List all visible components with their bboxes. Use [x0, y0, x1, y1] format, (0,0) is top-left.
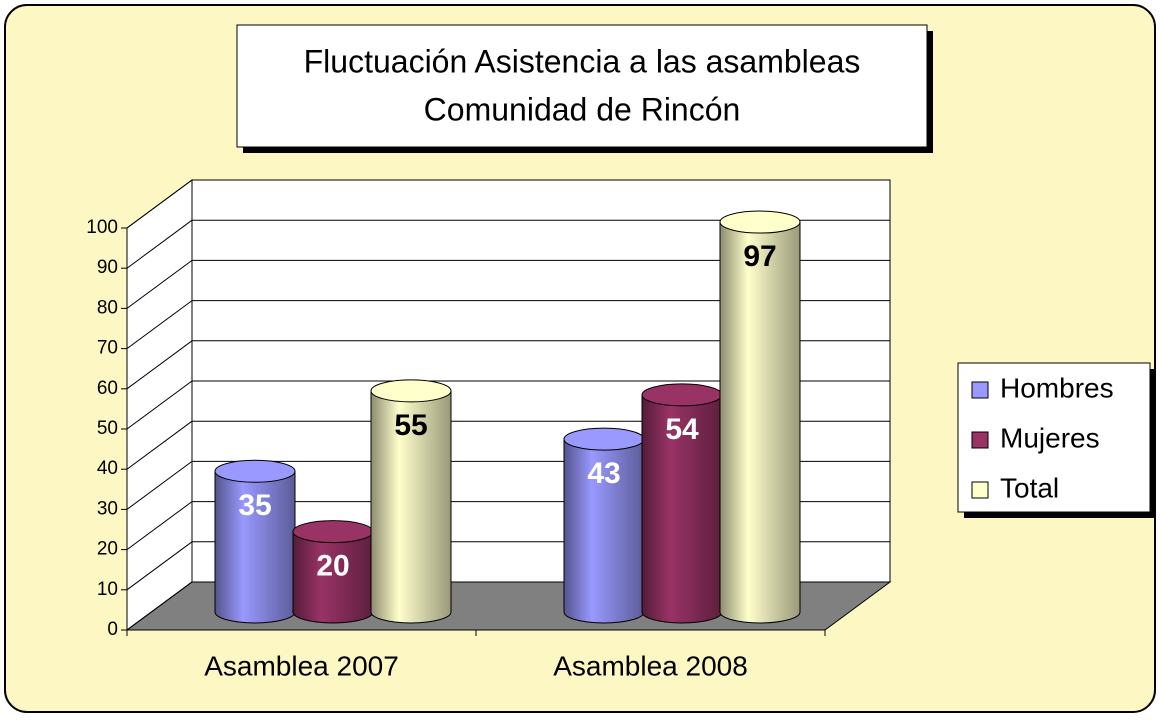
legend-label: Hombres [1000, 372, 1114, 403]
plot: 0 10 20 30 40 50 60 70 80 90 100 Asamblea 2007 35 20 5… [86, 179, 892, 681]
y-tick-label: 50 [97, 418, 118, 439]
x-tick-label: Asamblea 2008 [553, 650, 748, 681]
y-tick-label: 60 [97, 378, 118, 399]
grid-line [126, 380, 193, 430]
grid-line [126, 581, 193, 631]
grid-line [126, 219, 193, 269]
y-tick-label: 10 [97, 579, 118, 600]
grid-line [126, 300, 193, 350]
legend-swatch [971, 381, 989, 399]
chart-subtitle: Comunidad de Rincón [424, 91, 741, 127]
y-tick-label: 40 [97, 458, 118, 479]
grid-line [126, 541, 193, 591]
legend-swatch [971, 431, 989, 449]
y-tick-label: 100 [86, 217, 118, 238]
legend-label: Total [1000, 472, 1059, 503]
data-label: 35 [238, 489, 271, 522]
grid-line [126, 179, 193, 229]
data-label: 20 [316, 550, 349, 583]
y-tick-label: 0 [107, 619, 118, 640]
cylinder [719, 221, 801, 624]
y-tick-label: 70 [97, 338, 118, 359]
cylinder [370, 390, 452, 624]
y-tick-label: 20 [97, 539, 118, 560]
cylinder-top [214, 459, 296, 483]
cylinder-top [719, 210, 801, 234]
title-box [236, 24, 928, 148]
grid-line [126, 340, 193, 390]
y-tick-label: 90 [97, 257, 118, 278]
data-label: 43 [587, 457, 620, 490]
grid-line [126, 460, 193, 510]
legend-label: Mujeres [1000, 422, 1100, 453]
chart-title: Fluctuación Asistencia a las asambleas [304, 43, 861, 79]
y-tick-label: 30 [97, 498, 118, 519]
data-label: 54 [665, 413, 699, 446]
y-tick-label: 80 [97, 297, 118, 318]
data-label: 97 [743, 240, 776, 273]
cylinder-top [370, 379, 452, 403]
legend [957, 362, 1151, 513]
grid-line [126, 420, 193, 470]
cylinder-top [641, 383, 723, 407]
grid-line [126, 259, 193, 309]
cylinder-top [563, 427, 645, 451]
legend-swatch [971, 481, 989, 499]
cylinder-top [292, 520, 374, 544]
grid-line [126, 501, 193, 551]
x-tick-label: Asamblea 2007 [204, 650, 399, 681]
data-label: 55 [394, 409, 427, 442]
